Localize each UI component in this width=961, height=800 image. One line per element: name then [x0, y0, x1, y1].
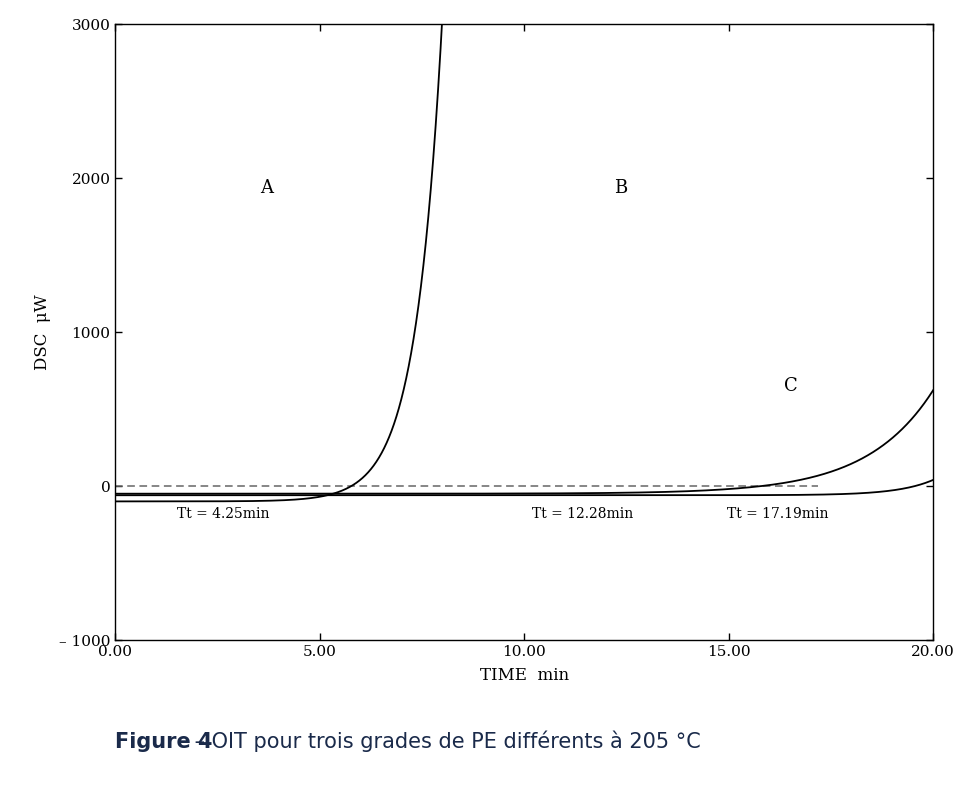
Text: C: C — [783, 377, 797, 394]
Text: – OIT pour trois grades de PE différents à 205 °C: – OIT pour trois grades de PE différents… — [187, 730, 700, 752]
Text: Figure 4: Figure 4 — [115, 732, 212, 752]
Text: Tt = 12.28min: Tt = 12.28min — [531, 507, 633, 522]
Text: A: A — [260, 179, 273, 198]
Y-axis label: DSC  μW: DSC μW — [34, 294, 51, 370]
X-axis label: TIME  min: TIME min — [480, 667, 568, 684]
Text: Tt = 17.19min: Tt = 17.19min — [726, 507, 827, 522]
Text: Tt = 4.25min: Tt = 4.25min — [177, 507, 269, 522]
Text: B: B — [613, 179, 627, 198]
